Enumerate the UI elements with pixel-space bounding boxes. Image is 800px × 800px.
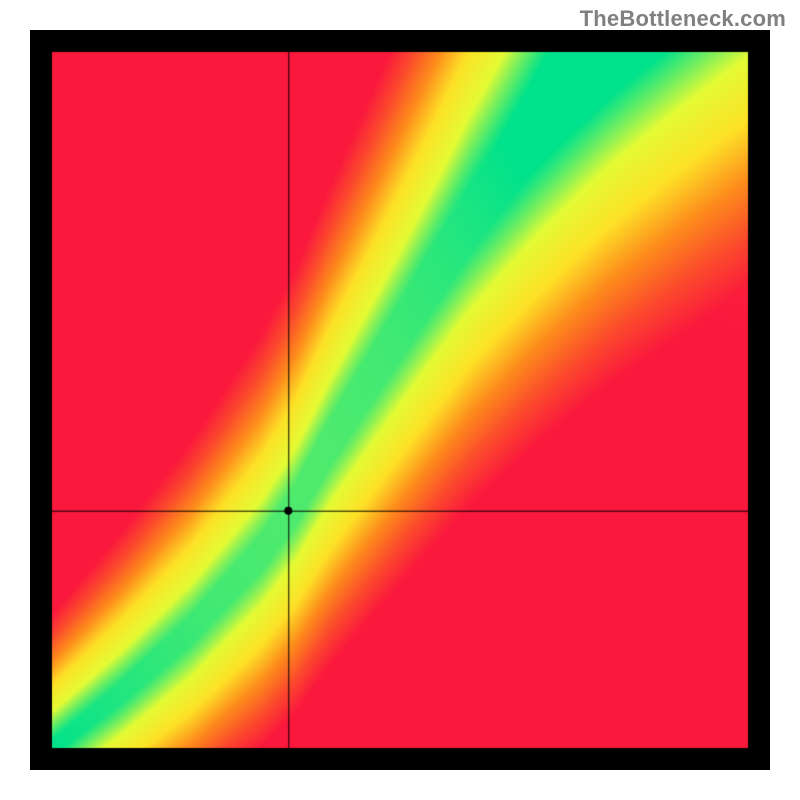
watermark-text: TheBottleneck.com: [580, 6, 786, 32]
chart-container: TheBottleneck.com: [0, 0, 800, 800]
heatmap-plot: [30, 30, 770, 770]
heatmap-canvas: [30, 30, 770, 770]
